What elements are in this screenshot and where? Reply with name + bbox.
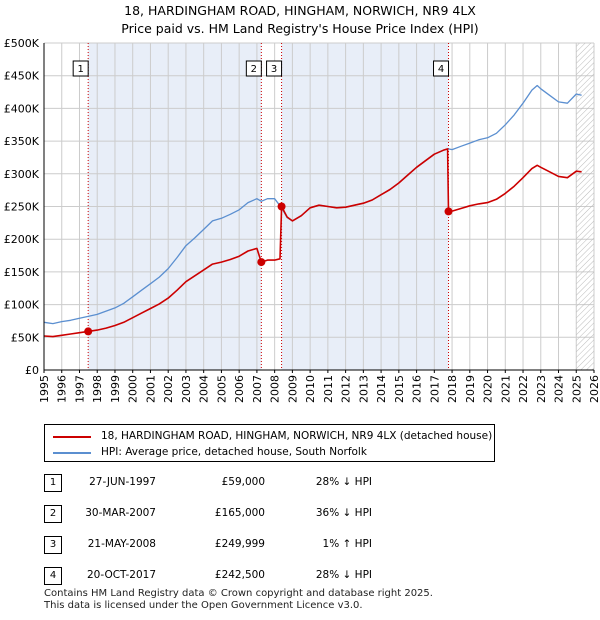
x-tick-label: 2007	[251, 375, 264, 403]
x-tick-label: 2016	[411, 375, 424, 403]
y-tick-label: £100K	[4, 299, 40, 312]
sale-marker: 2	[245, 60, 262, 77]
table-row: 4 20-OCT-2017 £242,500 28% ↓ HPI	[0, 563, 600, 591]
price-chart: 1 2 3 4 £0 £50K £100K £150K £200K £250K £300K £350…	[4, 37, 600, 403]
x-tick-label: 2026	[588, 375, 600, 403]
footer: Contains HM Land Registry data © Crown c…	[44, 588, 433, 612]
sale-marker-box	[266, 60, 283, 77]
footer-line-1: Contains HM Land Registry data © Crown c…	[44, 588, 433, 599]
title-line-2: Price paid vs. HM Land Registry's House …	[121, 21, 479, 36]
y-tick-label: £200K	[4, 233, 40, 246]
sale-marker: 4	[433, 60, 450, 77]
chart-title: 18, HARDINGHAM ROAD, HINGHAM, NORWICH, N…	[0, 2, 600, 38]
sale-point	[84, 327, 93, 336]
x-tick-label: 2012	[340, 375, 353, 403]
footer-line-2: This data is licensed under the Open Gov…	[44, 600, 363, 611]
transaction-hpi: 1% ↑ HPI	[322, 538, 372, 550]
x-tick-label: 2013	[357, 375, 370, 403]
sale-marker-label: 2	[251, 64, 257, 75]
sale-point	[257, 258, 266, 267]
table-row: 3 21-MAY-2008 £249,999 1% ↑ HPI	[0, 532, 600, 560]
y-tick-label: £500K	[4, 37, 40, 50]
sale-marker-box	[245, 60, 262, 77]
x-tick-label: 2015	[393, 375, 406, 403]
sale-marker-box	[433, 60, 450, 77]
x-tick-label: 2000	[127, 375, 140, 403]
transaction-price: £249,999	[214, 538, 265, 550]
x-tick-label: 2004	[198, 375, 211, 403]
x-tick-label: 2003	[180, 375, 193, 403]
legend-swatch-red	[53, 436, 91, 438]
transaction-date: 30-MAR-2007	[85, 507, 156, 519]
x-tick-label: 1997	[73, 375, 86, 403]
x-tick-label: 2018	[446, 375, 459, 403]
transaction-number: 2	[44, 505, 62, 523]
x-tick-label: 1999	[109, 375, 122, 403]
transaction-price: £165,000	[214, 507, 265, 519]
y-tick-label: £150K	[4, 266, 40, 279]
transaction-number: 4	[44, 567, 62, 585]
title-line-1: 18, HARDINGHAM ROAD, HINGHAM, NORWICH, N…	[124, 3, 476, 18]
transaction-number: 3	[44, 536, 62, 554]
x-tick-label: 2011	[322, 375, 335, 403]
sale-marker: 1	[72, 60, 89, 77]
sale-point	[277, 202, 286, 211]
sale-marker-box	[72, 60, 89, 77]
x-tick-label: 2017	[428, 375, 441, 403]
x-tick-label: 2009	[286, 375, 299, 403]
x-tick-label: 2010	[304, 375, 317, 403]
x-tick-label: 1995	[38, 375, 51, 403]
transaction-price: £242,500	[214, 569, 265, 581]
x-tick-label: 1998	[91, 375, 104, 403]
x-tick-label: 2005	[215, 375, 228, 403]
x-tick-label: 2021	[499, 375, 512, 403]
x-tick-label: 2025	[570, 375, 583, 403]
transaction-number: 1	[44, 474, 62, 492]
table-row: 2 30-MAR-2007 £165,000 36% ↓ HPI	[0, 501, 600, 529]
x-tick-label: 2006	[233, 375, 246, 403]
x-tick-label: 2014	[375, 375, 388, 403]
x-tick-label: 2024	[553, 375, 566, 403]
table-row: 1 27-JUN-1997 £59,000 28% ↓ HPI	[0, 470, 600, 498]
y-tick-label: £0	[25, 364, 39, 377]
sale-point	[444, 207, 453, 216]
legend-swatch-blue	[53, 452, 91, 454]
transaction-price: £59,000	[221, 476, 265, 488]
transaction-date: 27-JUN-1997	[89, 476, 156, 488]
sale-marker-label: 4	[438, 64, 444, 75]
x-tick-label: 2001	[144, 375, 157, 403]
y-tick-label: £350K	[4, 135, 40, 148]
y-tick-label: £50K	[11, 331, 40, 344]
sale-marker: 3	[266, 60, 283, 77]
transaction-hpi: 28% ↓ HPI	[315, 569, 372, 581]
legend-label-hpi: HPI: Average price, detached house, Sout…	[101, 446, 367, 458]
sale-marker-label: 1	[77, 64, 83, 75]
transaction-hpi: 36% ↓ HPI	[315, 507, 372, 519]
y-tick-label: £300K	[4, 168, 40, 181]
x-tick-label: 2002	[162, 375, 175, 403]
transaction-date: 21-MAY-2008	[87, 538, 156, 550]
x-tick-label: 2019	[464, 375, 477, 403]
x-tick-label: 2023	[535, 375, 548, 403]
y-tick-label: £450K	[4, 70, 40, 83]
y-tick-label: £250K	[4, 201, 40, 214]
x-tick-label: 2008	[269, 375, 282, 403]
transaction-date: 20-OCT-2017	[87, 569, 156, 581]
legend: 18, HARDINGHAM ROAD, HINGHAM, NORWICH, N…	[44, 424, 495, 462]
x-tick-label: 1996	[56, 375, 69, 403]
transaction-hpi: 28% ↓ HPI	[315, 476, 372, 488]
forecast-hatch	[576, 43, 594, 370]
sale-marker-label: 3	[271, 64, 277, 75]
x-tick-label: 2022	[517, 375, 530, 403]
x-tick-label: 2020	[482, 375, 495, 403]
property-series-line	[43, 148, 582, 338]
y-tick-label: £400K	[4, 102, 40, 115]
legend-label-property: 18, HARDINGHAM ROAD, HINGHAM, NORWICH, N…	[101, 430, 493, 442]
